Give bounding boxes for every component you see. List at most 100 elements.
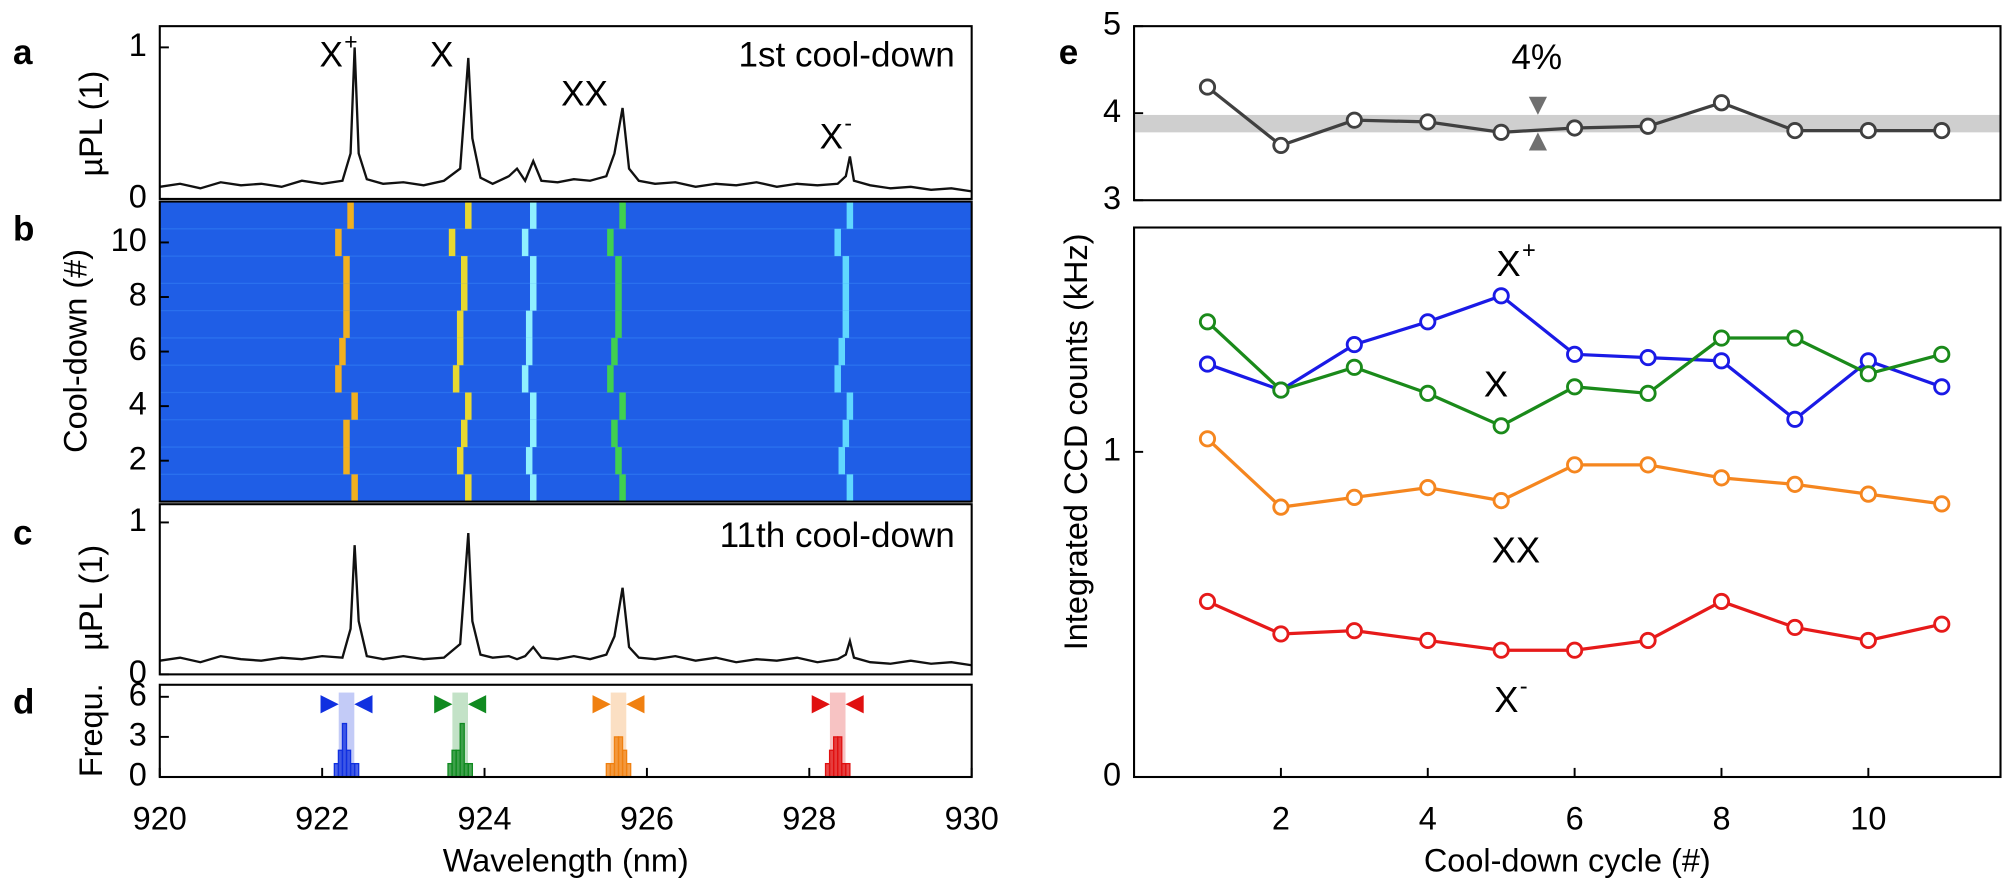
data-point <box>1933 345 1951 363</box>
data-point <box>1712 352 1731 370</box>
heatmap-line <box>456 337 464 366</box>
x-tick-label: 10 <box>1850 801 1886 837</box>
data-point <box>1419 113 1437 131</box>
label: 11th cool-down <box>720 516 955 555</box>
data-point <box>1492 492 1510 510</box>
y-tick-label: 6 <box>129 676 147 712</box>
heatmap-line <box>343 283 350 311</box>
data-point <box>1712 592 1731 610</box>
plot-area <box>333 692 851 777</box>
data-point <box>1492 641 1510 659</box>
data-point <box>1419 479 1437 497</box>
heatmap-line <box>465 201 472 229</box>
label: X <box>1484 363 1508 404</box>
plot-area <box>159 532 972 667</box>
marker-arrow <box>592 695 611 714</box>
data-point <box>1786 410 1804 428</box>
heatmap-line <box>834 228 841 257</box>
band-arrow <box>1528 96 1548 115</box>
marker-arrow <box>320 695 339 714</box>
heatmap-line <box>615 310 622 338</box>
x-tick-label: 920 <box>133 801 187 837</box>
y-tick-label: 3 <box>1103 180 1121 216</box>
heatmap-line <box>465 392 472 420</box>
x-tick-label: 8 <box>1712 801 1730 837</box>
histogram-bar <box>353 762 360 777</box>
data-point <box>1198 313 1217 331</box>
marker-arrow <box>467 695 487 714</box>
axes-frame <box>158 683 973 779</box>
panel-letter: d <box>13 683 34 722</box>
data-point <box>1566 378 1584 396</box>
data-line <box>159 47 972 193</box>
y-tick-label: 1 <box>129 27 147 63</box>
data-point <box>1712 329 1731 347</box>
data-point <box>1566 345 1584 363</box>
y-axis-label: Cool-down (#) <box>58 249 94 453</box>
data-point <box>1419 384 1437 402</box>
heatmap-line <box>347 201 354 229</box>
heatmap-line <box>615 256 622 284</box>
heatmap-line <box>525 447 533 475</box>
x-tick-label: 2 <box>1272 801 1290 837</box>
data-point <box>1639 117 1657 135</box>
panel-letter: c <box>13 514 33 553</box>
data-point <box>1786 122 1804 140</box>
x-tick-label: 6 <box>1566 801 1584 837</box>
heatmap-line <box>619 474 626 502</box>
data-point <box>1786 618 1804 637</box>
data-point <box>1345 335 1363 354</box>
y-tick-label: 1 <box>1103 431 1121 467</box>
heatmap-line <box>838 337 846 366</box>
x-tick-label: 922 <box>295 801 349 837</box>
axes-frame <box>158 25 973 200</box>
heatmap-line <box>842 310 850 338</box>
data-point <box>1712 94 1731 112</box>
label: 1st cool-down <box>738 36 954 75</box>
heatmap-line <box>343 310 350 338</box>
heatmap-line <box>343 256 350 284</box>
data-point <box>1198 592 1217 610</box>
plot-area <box>159 47 972 193</box>
y-tick-label: 0 <box>129 179 147 215</box>
y-tick-label: 10 <box>111 222 147 258</box>
heatmap-line <box>607 228 614 257</box>
data-point <box>1198 355 1217 373</box>
heatmap-line <box>846 474 854 502</box>
data-point <box>1345 488 1363 506</box>
data-point <box>1712 469 1731 487</box>
data-point <box>1859 122 1877 140</box>
heatmap-line <box>343 419 350 448</box>
heatmap-line <box>611 419 618 448</box>
marker-arrow <box>354 695 373 714</box>
heatmap-line <box>615 447 622 475</box>
data-point <box>1933 122 1951 140</box>
y-tick-label: 2 <box>129 440 147 476</box>
heatmap-line <box>846 201 854 229</box>
heatmap-line <box>838 447 846 475</box>
data-point <box>1859 365 1877 383</box>
label-superscript: - <box>844 110 852 136</box>
heatmap-line <box>615 283 622 311</box>
x-tick-label: 4 <box>1419 801 1437 837</box>
heatmap-line <box>335 365 342 393</box>
histogram-bar <box>467 762 474 777</box>
data-point <box>1639 631 1657 650</box>
label: X <box>320 36 343 75</box>
label-superscript: + <box>1522 238 1536 264</box>
data-line <box>159 532 972 667</box>
x-tick-label: 930 <box>945 801 999 837</box>
data-point <box>1859 485 1877 503</box>
x-tick-label: 926 <box>620 801 674 837</box>
data-point <box>1859 631 1877 650</box>
x-tick-label: 924 <box>457 801 511 837</box>
heatmap-line <box>607 365 614 393</box>
y-tick-label: 0 <box>129 654 147 690</box>
data-point <box>1933 495 1951 513</box>
heatmap-line <box>452 365 460 393</box>
y-tick-label: 8 <box>129 277 147 313</box>
data-point <box>1419 631 1437 650</box>
data-point <box>1272 136 1290 154</box>
data-point <box>1272 381 1290 399</box>
data-point <box>1566 456 1584 474</box>
